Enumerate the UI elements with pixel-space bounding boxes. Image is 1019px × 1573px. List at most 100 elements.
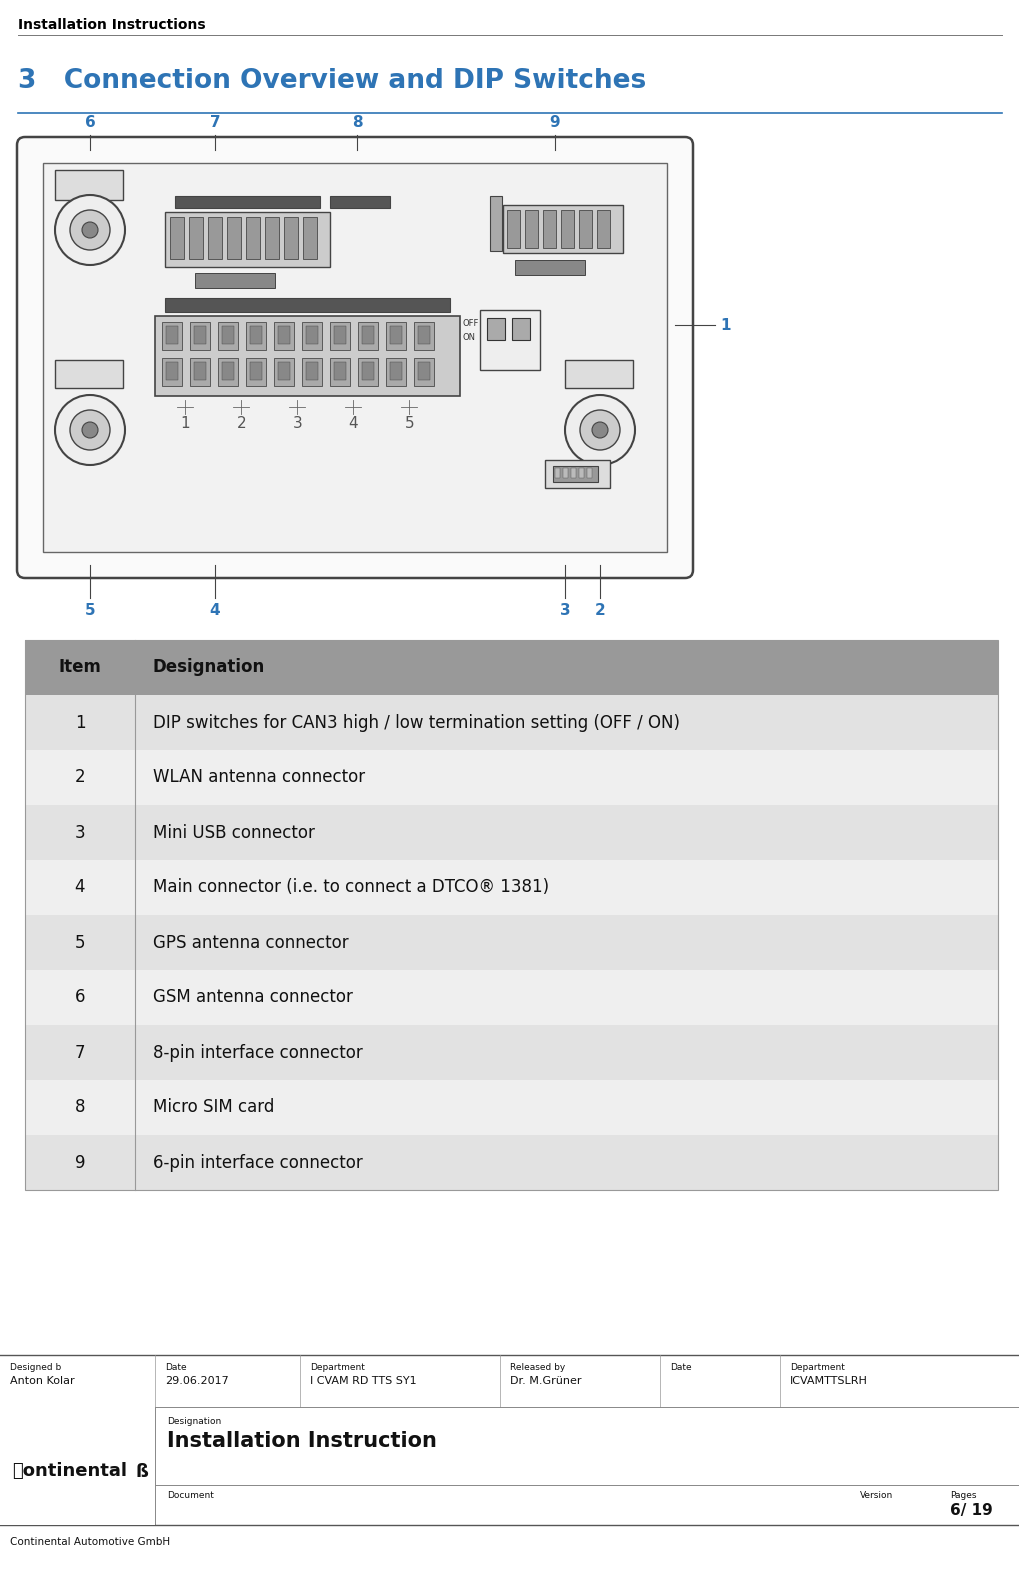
- Bar: [283, 217, 298, 260]
- Text: $\mathit{3}$: $\mathit{3}$: [291, 415, 302, 431]
- Text: Designed b: Designed b: [10, 1362, 61, 1372]
- Bar: [189, 217, 203, 260]
- Text: 9: 9: [74, 1153, 86, 1172]
- Bar: [515, 260, 585, 275]
- Bar: [162, 322, 181, 351]
- Text: Date: Date: [165, 1362, 186, 1372]
- Text: 29.06.2017: 29.06.2017: [165, 1376, 228, 1386]
- Bar: [579, 211, 591, 249]
- Bar: [418, 362, 430, 381]
- Text: $\mathit{2}$: $\mathit{2}$: [235, 415, 246, 431]
- Bar: [414, 359, 433, 385]
- Bar: [330, 359, 350, 385]
- Bar: [246, 359, 266, 385]
- Bar: [55, 170, 123, 200]
- Bar: [208, 217, 222, 260]
- Bar: [222, 362, 233, 381]
- Bar: [265, 217, 279, 260]
- Bar: [489, 197, 501, 252]
- Bar: [358, 359, 378, 385]
- Bar: [170, 217, 183, 260]
- Text: 2: 2: [594, 602, 605, 618]
- Text: I CVAM RD TTS SY1: I CVAM RD TTS SY1: [310, 1376, 416, 1386]
- Bar: [330, 197, 389, 208]
- Bar: [55, 360, 123, 389]
- Text: Installation Instruction: Installation Instruction: [167, 1431, 436, 1450]
- Circle shape: [591, 422, 607, 437]
- Bar: [155, 316, 460, 396]
- Text: 5: 5: [85, 602, 95, 618]
- Bar: [218, 322, 237, 351]
- Text: DIP switches for CAN3 high / low termination setting (OFF / ON): DIP switches for CAN3 high / low termina…: [153, 714, 680, 731]
- Text: 6: 6: [74, 988, 86, 1007]
- Bar: [302, 359, 322, 385]
- Circle shape: [82, 222, 98, 238]
- Bar: [562, 469, 568, 478]
- Bar: [246, 322, 266, 351]
- Text: 6: 6: [85, 115, 96, 131]
- Text: 4: 4: [74, 878, 86, 897]
- Text: $\mathit{5}$: $\mathit{5}$: [404, 415, 414, 431]
- Text: OFF: OFF: [463, 318, 479, 327]
- Text: Date: Date: [669, 1362, 691, 1372]
- Bar: [333, 362, 345, 381]
- Bar: [306, 326, 318, 344]
- Bar: [362, 326, 374, 344]
- Text: 4: 4: [210, 602, 220, 618]
- Bar: [385, 322, 406, 351]
- Text: Version: Version: [859, 1491, 893, 1501]
- Text: ß: ß: [136, 1463, 149, 1482]
- Circle shape: [70, 411, 110, 450]
- Bar: [486, 318, 504, 340]
- Text: 1: 1: [74, 714, 86, 731]
- Text: $\mathit{4}$: $\mathit{4}$: [347, 415, 358, 431]
- Bar: [586, 469, 591, 478]
- Text: Continental Automotive GmbH: Continental Automotive GmbH: [10, 1537, 170, 1546]
- Bar: [306, 362, 318, 381]
- Text: 8: 8: [352, 115, 362, 131]
- Text: $\mathit{1}$: $\mathit{1}$: [179, 415, 190, 431]
- Bar: [502, 204, 623, 253]
- Text: ⓒontinental: ⓒontinental: [12, 1461, 127, 1480]
- Bar: [560, 211, 574, 249]
- Bar: [302, 322, 322, 351]
- Bar: [418, 326, 430, 344]
- Bar: [278, 326, 289, 344]
- Text: Main connector (i.e. to connect a DTCO® 1381): Main connector (i.e. to connect a DTCO® …: [153, 878, 548, 897]
- Bar: [25, 1026, 997, 1081]
- Bar: [190, 359, 210, 385]
- Bar: [43, 164, 666, 552]
- Text: 3   Connection Overview and DIP Switches: 3 Connection Overview and DIP Switches: [18, 68, 646, 94]
- Bar: [330, 322, 350, 351]
- Text: ON: ON: [463, 332, 476, 341]
- Bar: [512, 318, 530, 340]
- Text: 3: 3: [74, 824, 86, 842]
- Text: 6-pin interface connector: 6-pin interface connector: [153, 1153, 363, 1172]
- Text: 7: 7: [74, 1043, 86, 1062]
- FancyBboxPatch shape: [17, 137, 692, 577]
- Text: 7: 7: [210, 115, 220, 131]
- Bar: [274, 322, 293, 351]
- Bar: [414, 322, 433, 351]
- Bar: [565, 360, 633, 389]
- Bar: [25, 915, 997, 971]
- Bar: [542, 211, 555, 249]
- Text: GPS antenna connector: GPS antenna connector: [153, 933, 348, 952]
- Circle shape: [565, 395, 635, 466]
- Bar: [389, 326, 401, 344]
- Circle shape: [82, 422, 98, 437]
- Bar: [165, 297, 449, 311]
- Text: 8-pin interface connector: 8-pin interface connector: [153, 1043, 363, 1062]
- Bar: [222, 326, 233, 344]
- Bar: [25, 971, 997, 1026]
- Bar: [596, 211, 609, 249]
- Bar: [358, 322, 378, 351]
- Bar: [25, 640, 997, 695]
- Bar: [25, 1081, 997, 1136]
- Bar: [195, 274, 275, 288]
- Bar: [571, 469, 576, 478]
- Circle shape: [580, 411, 620, 450]
- Circle shape: [70, 211, 110, 250]
- Bar: [25, 640, 997, 1191]
- Text: Pages: Pages: [949, 1491, 975, 1501]
